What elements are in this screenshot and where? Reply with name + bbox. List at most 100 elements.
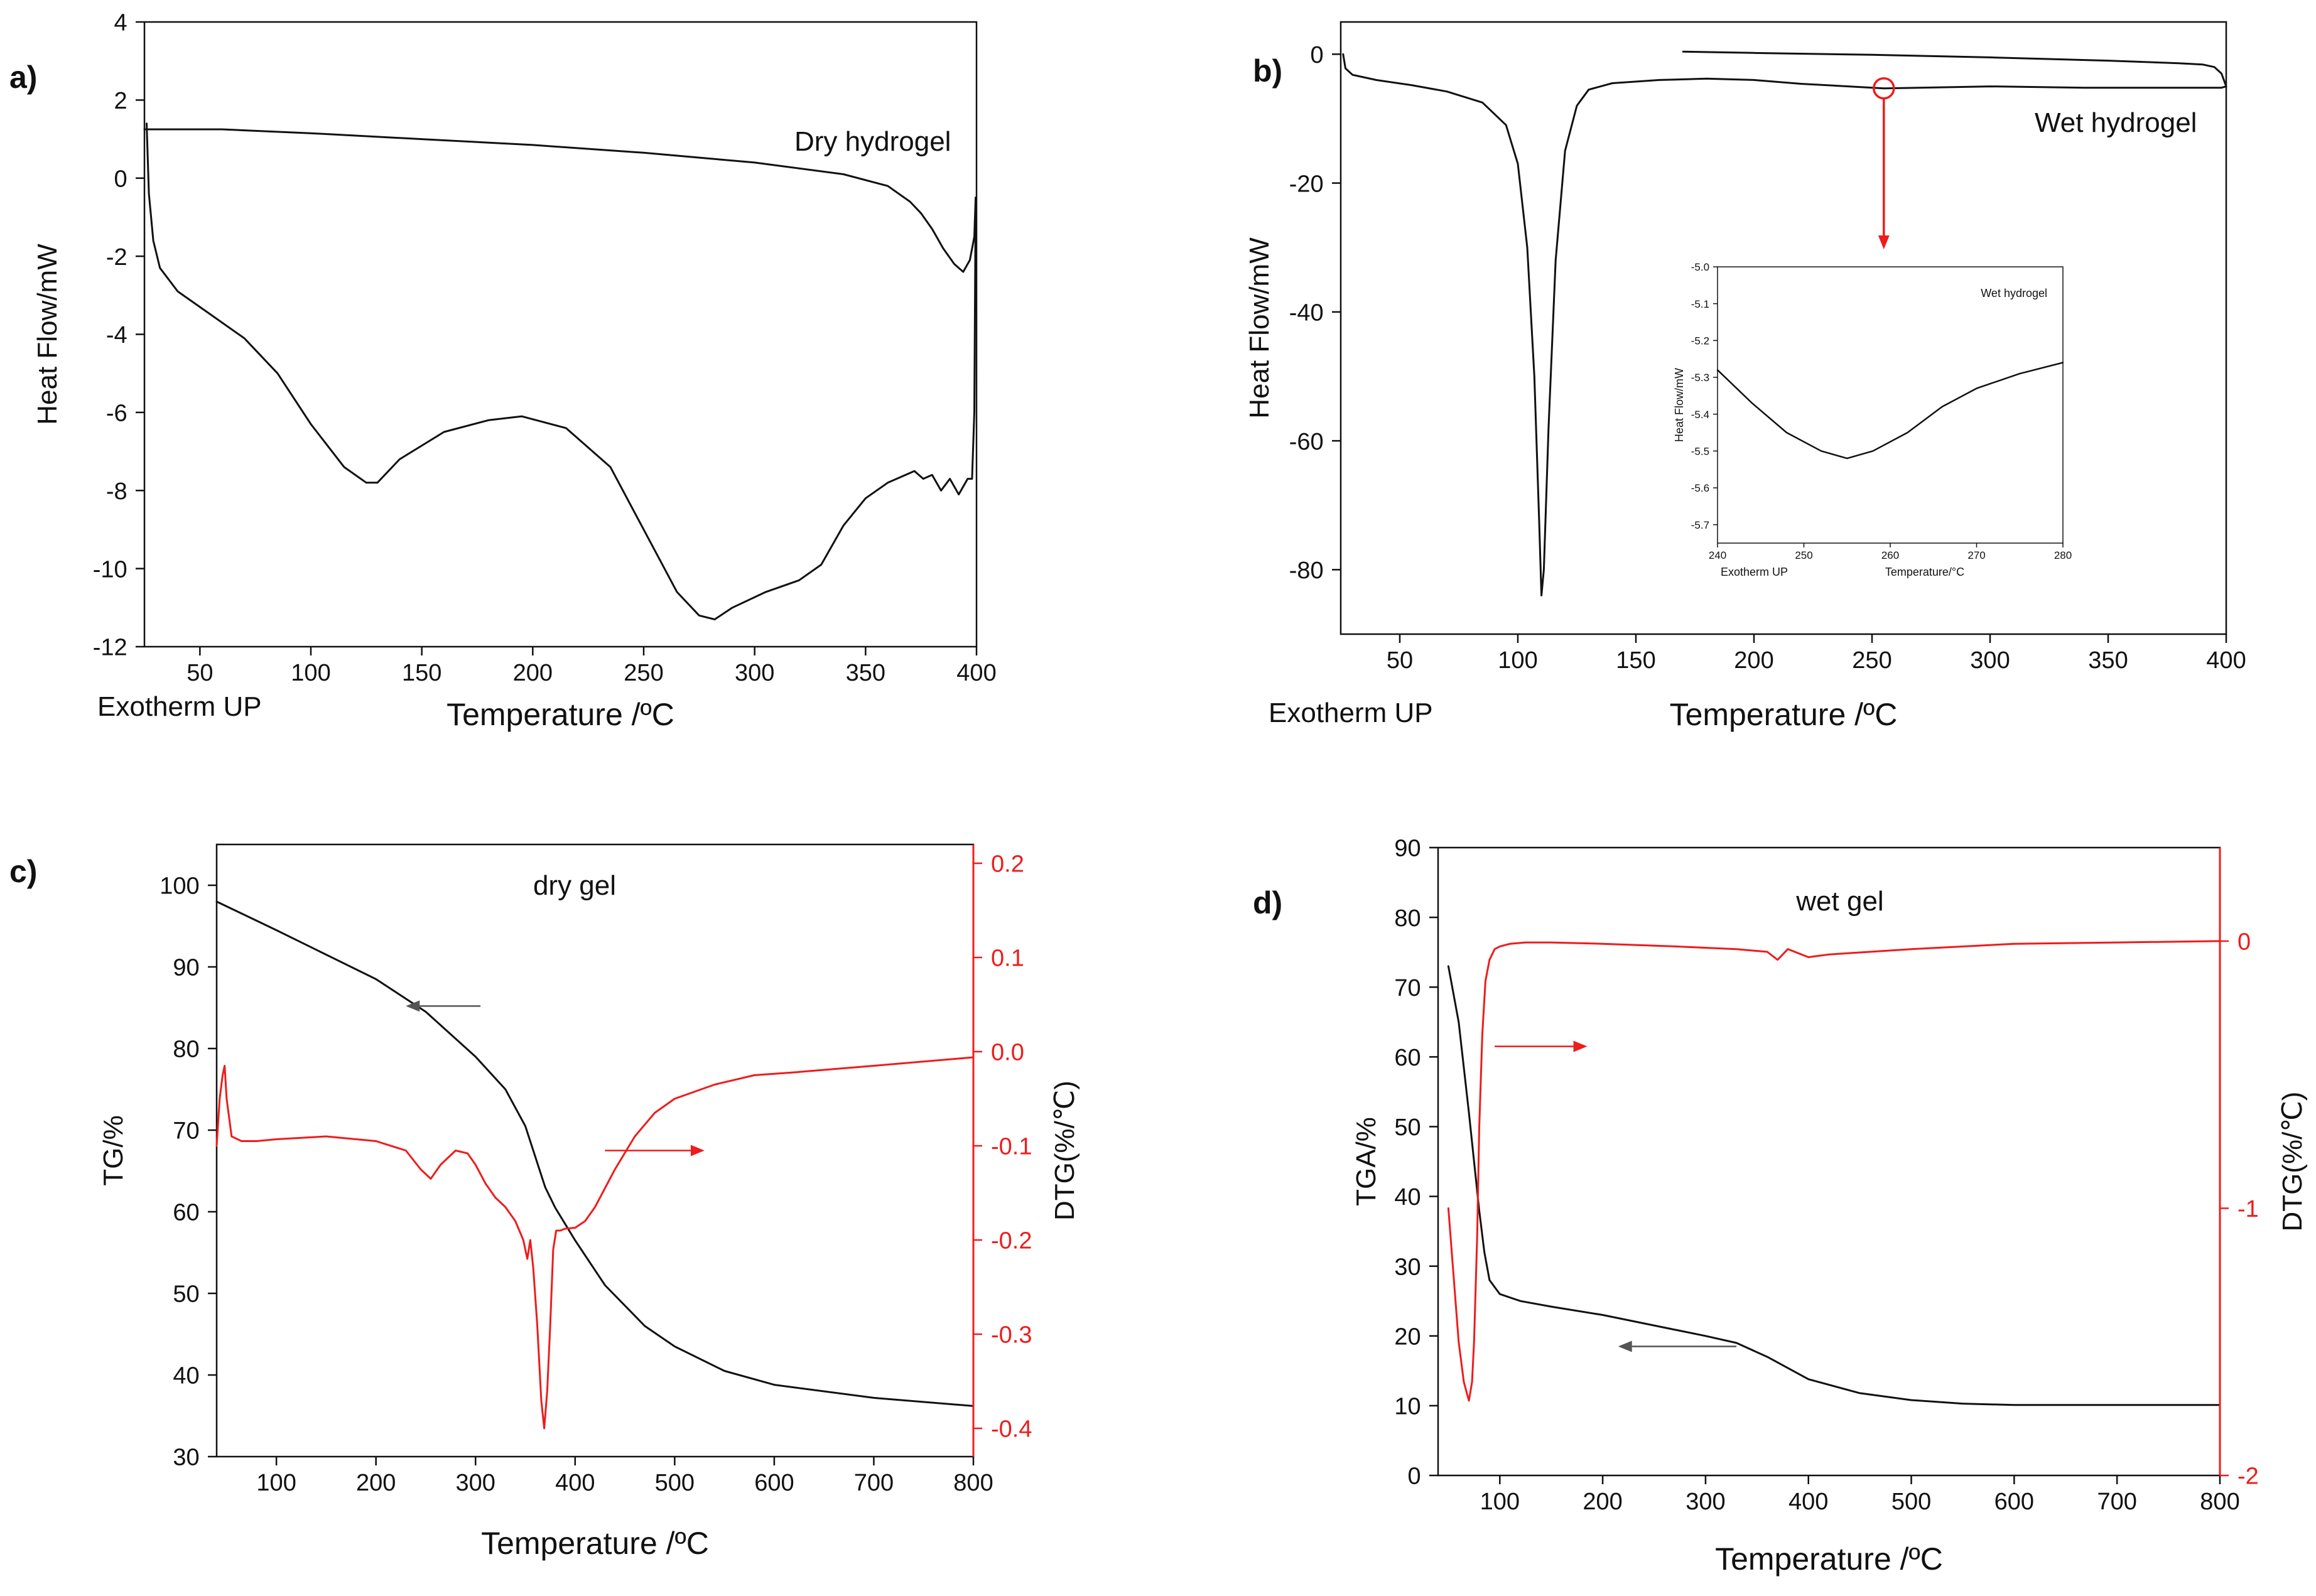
inset-x-tick-label: 260 (1881, 549, 1899, 561)
y-tick-label: -6 (106, 401, 127, 427)
direction-arrow-2 (1618, 1340, 1737, 1352)
right-y-tick-label: -0.4 (991, 1416, 1032, 1443)
y-tick-label: 0 (1311, 42, 1324, 68)
x-tick-label: 300 (735, 660, 774, 686)
y-tick-label: 20 (1394, 1324, 1420, 1350)
inset-y-tick-label: -5.5 (1691, 445, 1709, 457)
y-tick-label: 70 (173, 1118, 199, 1145)
series-line-tg (215, 900, 975, 1407)
direction-arrow-2-head (1618, 1340, 1632, 1352)
chart-panel-a: a) 50 100 150 200 250 300 350 400 -12 -10 -8 -6 -4 -2 0… (9, 10, 997, 732)
inset-background (1670, 261, 2075, 590)
chart-panel-b: b) 50 100 150 200 250 300 350 400 -80 -60 -40 -20 0 He… (1244, 21, 2246, 732)
exotherm-note: Exotherm UP (97, 691, 262, 722)
inset-y-tick-label: -5.3 (1691, 372, 1709, 384)
inset-x-tick-label: 240 (1709, 549, 1726, 561)
inset-x-axis-label: Temperature/°C (1885, 566, 1964, 578)
y-tick-label: 30 (1394, 1254, 1420, 1280)
x-tick-label: 800 (2200, 1489, 2239, 1515)
x-tick-label: 100 (256, 1470, 296, 1496)
right-y-tick-label: -0.1 (991, 1134, 1032, 1160)
x-tick-label: 500 (1891, 1489, 1931, 1515)
y-tick-label: -8 (106, 478, 127, 505)
plot-frame (1339, 21, 2227, 635)
inset-x-tick-label: 270 (1967, 549, 1985, 561)
x-tick-label: 700 (2097, 1489, 2136, 1515)
inset-y-tick-label: -5.2 (1691, 335, 1709, 347)
x-tick-label: 150 (1616, 647, 1655, 674)
curve-annotation: wet gel (1795, 886, 1883, 917)
right-y-axis-label: DTG(%/℃) (1049, 1081, 1080, 1221)
x-tick-label: 50 (1387, 647, 1413, 674)
right-y-tick-label: -0.3 (991, 1322, 1032, 1349)
y-tick-label: -20 (1289, 171, 1324, 197)
x-tick-label: 100 (291, 660, 330, 686)
y-axis-label: Heat Flow/mW (1244, 237, 1275, 419)
x-tick-label: 200 (356, 1470, 396, 1496)
y-tick-label: -4 (106, 322, 127, 348)
x-tick-label: 300 (1970, 647, 2010, 674)
right-y-axis-label: DTG(%/℃) (2277, 1092, 2308, 1232)
right-y-tick-label: -2 (2238, 1464, 2259, 1490)
curve-annotation: Wet hydrogel (2035, 107, 2197, 138)
y-tick-label: 60 (173, 1200, 199, 1226)
series-line-dtg (215, 1056, 975, 1430)
x-tick-label: 100 (1498, 647, 1537, 674)
right-y-tick-label: 0 (2238, 929, 2251, 956)
inset-chart: 240 250 260 270 280 -5.0 -5.1 -5.2 -5.3 -5.4 -5.5 -… (1670, 261, 2075, 590)
direction-arrow-1-head (1573, 1040, 1588, 1052)
right-y-tick-label: -1 (2238, 1196, 2259, 1222)
panel-label: a) (9, 60, 37, 95)
y-tick-label: 0 (114, 166, 127, 192)
x-tick-label: 100 (1480, 1489, 1520, 1515)
inset-y-tick-label: -5.1 (1691, 298, 1709, 310)
y-tick-label: 60 (1394, 1045, 1420, 1071)
series-line-dry-hydrogel-cooling (143, 128, 977, 273)
direction-arrow-1-head (406, 1000, 420, 1012)
plot-frame (215, 843, 975, 1458)
x-tick-label: 400 (1788, 1489, 1828, 1515)
plot-frame (143, 21, 978, 648)
x-tick-label: 800 (953, 1470, 993, 1496)
chart-panel-c: c) 100 200 300 400 500 600 700 800 30 40 50 60 70 80 90… (9, 843, 1080, 1561)
inset-x-tick-label: 280 (2054, 549, 2072, 561)
panel-label: b) (1253, 53, 1282, 89)
exotherm-note: Exotherm UP (1269, 698, 1433, 728)
y-axis-label: TG/% (98, 1115, 129, 1185)
inset-x-tick-label: 250 (1795, 549, 1812, 561)
inset-annotation: Wet hydrogel (1981, 287, 2047, 299)
y-tick-label: -80 (1289, 558, 1324, 584)
x-tick-label: 700 (854, 1470, 894, 1496)
x-axis-label: Temperature /ºC (1670, 697, 1898, 732)
y-tick-label: -2 (106, 244, 127, 271)
inset-y-tick-label: -5.6 (1691, 482, 1709, 494)
inset-series-line (1716, 362, 2064, 460)
right-y-tick-label: 0.0 (991, 1040, 1024, 1066)
inset-y-axis-label: Heat Flow/mW (1673, 368, 1686, 442)
y-tick-label: -10 (93, 556, 127, 583)
y-tick-label: 40 (173, 1363, 199, 1389)
series-line-dtg (1447, 940, 2221, 1402)
x-tick-label: 300 (456, 1470, 495, 1496)
inset-pointer-arrow-head (1878, 235, 1890, 249)
x-tick-label: 50 (187, 660, 213, 686)
inset-exotherm-note: Exotherm UP (1721, 566, 1788, 578)
y-tick-label: 90 (1394, 836, 1420, 862)
series-line-dry-hydrogel-heating (146, 122, 977, 620)
y-tick-label: 40 (1394, 1184, 1420, 1210)
curve-annotation: Dry hydrogel (794, 126, 951, 157)
y-tick-label: 90 (173, 955, 199, 981)
x-tick-label: 400 (555, 1470, 595, 1496)
inset-pointer-arrow (1878, 98, 1890, 249)
y-tick-label: 0 (1408, 1464, 1421, 1490)
y-tick-label: 80 (1394, 905, 1420, 932)
y-tick-label: 50 (1394, 1114, 1420, 1141)
x-axis-label: Temperature /ºC (481, 1526, 709, 1561)
direction-arrow-2 (605, 1145, 705, 1157)
curve-annotation: dry gel (533, 870, 616, 901)
x-tick-label: 200 (513, 660, 553, 686)
x-tick-label: 300 (1686, 1489, 1725, 1515)
y-tick-label: 100 (160, 873, 199, 900)
panel-label: c) (9, 854, 37, 889)
